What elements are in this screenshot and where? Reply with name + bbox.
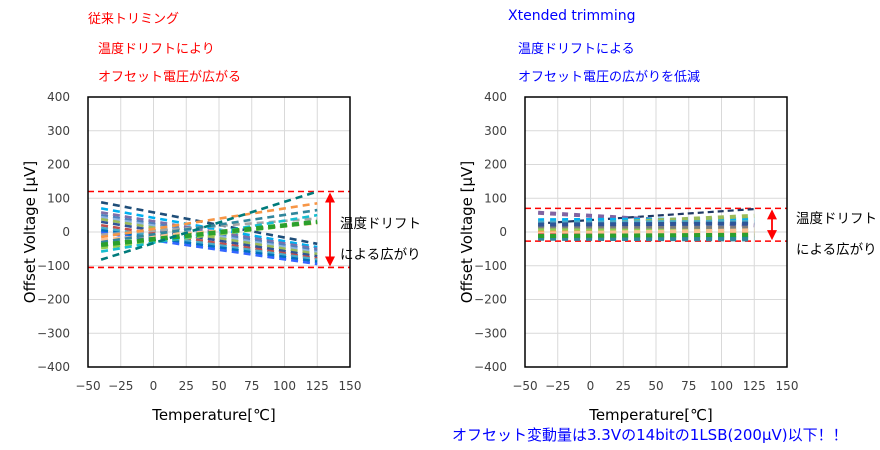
series-line-s7 [538,221,755,227]
right-bound-lines [525,207,787,242]
arrow-head-up [325,192,335,203]
y-tick-label: −200 [474,293,507,307]
left-subtitle-2: オフセット電圧が広がる [98,70,242,85]
left-chart: 400 300 200 100 0 −100 −200 −300 −400 −50 −25 0 25 5… [21,90,421,424]
left-spread-arrow [325,192,335,267]
x-tick-label: 0 [587,379,595,393]
x-tick-label: 50 [211,379,226,393]
series-line-s20 [100,190,318,261]
right-y-ticks: 400 300 200 100 0 −100 −200 −300 −400 [474,90,507,374]
right-annotation-1: 温度ドリフト [796,211,877,227]
right-x-ticks: −50 −25 0 25 50 75 100 125 150 [512,379,798,393]
x-tick-label: 75 [244,379,259,393]
right-subtitle-2: オフセット電圧の広がりを低減 [518,70,701,85]
y-tick-label: −100 [37,259,70,273]
arrow-head-down [325,256,335,267]
left-plot-frame [87,96,351,368]
arrow-head-down [767,230,777,241]
x-tick-label: 150 [339,379,362,393]
x-tick-label: −50 [512,379,537,393]
y-tick-label: −400 [474,360,507,374]
x-tick-label: 0 [150,379,158,393]
y-tick-label: 200 [484,158,507,172]
x-tick-label: −25 [108,379,133,393]
y-tick-label: 200 [47,158,70,172]
y-tick-label: 300 [47,124,70,138]
y-tick-label: 300 [484,124,507,138]
series-line-s13 [538,236,755,242]
x-tick-label: 75 [681,379,696,393]
series-line-s14 [538,232,755,239]
series-line-s10 [538,228,755,236]
right-title: Xtended trimming [508,8,636,24]
y-tick-label: 0 [62,225,70,239]
y-tick-label: −400 [37,360,70,374]
y-tick-label: 400 [484,90,507,104]
y-tick-label: 100 [47,191,70,205]
right-x-axis-label: Temperature[℃] [588,406,713,424]
left-x-axis-label: Temperature[℃] [151,406,276,424]
y-tick-label: −100 [474,259,507,273]
x-tick-label: −50 [75,379,100,393]
x-tick-label: 25 [179,379,194,393]
left-annotation-1: 温度ドリフト [340,216,421,232]
x-tick-label: 125 [743,379,766,393]
series-line-s19 [100,219,318,248]
right-spread-arrow [767,209,777,241]
y-tick-label: −200 [37,293,70,307]
x-tick-label: 50 [648,379,663,393]
left-y-ticks: 400 300 200 100 0 −100 −200 −300 −400 [37,90,70,374]
series-line-s13 [100,202,318,239]
left-x-ticks: −50 −25 0 25 50 75 100 125 150 [75,379,361,393]
series-line-s7 [100,220,318,258]
y-tick-label: 400 [47,90,70,104]
left-series [100,190,318,266]
arrow-head-up [767,209,777,220]
right-y-axis-label: Offset Voltage [μV] [458,161,476,303]
left-title: 従来トリミング [88,12,180,27]
x-tick-label: 125 [306,379,329,393]
x-tick-label: 25 [616,379,631,393]
right-plot-frame [524,96,788,368]
right-series [537,207,755,242]
series-line-s1 [100,201,318,246]
x-tick-label: −25 [545,379,570,393]
left-y-axis-label: Offset Voltage [μV] [21,161,39,303]
right-annotation-2: による広がり [796,242,877,258]
y-tick-label: −300 [37,326,70,340]
right-subtitle-1: 温度ドリフトによる [518,42,635,57]
left-subtitle-1: 温度ドリフトにより [98,42,215,57]
y-tick-label: 0 [499,225,507,239]
series-line-s1 [538,207,755,225]
footer-note: オフセット変動量は3.3Vの14bitの1LSB(200μV)以下！！ [452,426,848,444]
series-line-s6 [538,224,755,230]
y-tick-label: −300 [474,326,507,340]
left-annotation-2: による広がり [340,247,421,263]
right-chart: 400 300 200 100 0 −100 −200 −300 −400 −50 −25 0 25 5… [458,90,877,424]
left-bound-lines [88,190,350,269]
x-tick-label: 100 [710,379,733,393]
y-tick-label: 100 [484,191,507,205]
x-tick-label: 100 [273,379,296,393]
right-grid [525,97,787,367]
x-tick-label: 150 [776,379,799,393]
